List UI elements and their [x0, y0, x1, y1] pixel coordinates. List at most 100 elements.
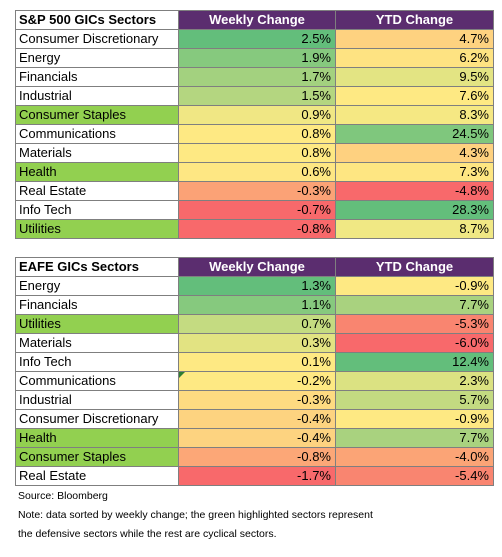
ytd-change-cell: 12.4% [335, 352, 494, 372]
ytd-change-cell: 7.7% [335, 428, 494, 448]
header-ytd-change: YTD Change [335, 10, 494, 30]
ytd-change-cell: -4.8% [335, 181, 494, 201]
table-row: Consumer Discretionary 2.5% 4.7% [15, 29, 494, 49]
weekly-change-cell: -1.7% [178, 466, 336, 486]
ytd-change-cell: -5.4% [335, 466, 494, 486]
sector-name: Utilities [15, 219, 179, 239]
ytd-change-cell: 8.7% [335, 219, 494, 239]
sector-name: Financials [15, 67, 179, 87]
table-row: Materials 0.8% 4.3% [15, 143, 494, 163]
sector-name: Materials [15, 143, 179, 163]
note-line-1: Note: data sorted by weekly change; the … [18, 509, 373, 521]
header-weekly-change: Weekly Change [178, 10, 336, 30]
sector-name: Industrial [15, 390, 179, 410]
source-note: Source: Bloomberg [18, 490, 108, 502]
weekly-change-cell: 1.1% [178, 295, 336, 315]
weekly-change-cell: 0.6% [178, 162, 336, 182]
table-row: Real Estate -1.7% -5.4% [15, 466, 494, 486]
ytd-change-cell: -0.9% [335, 409, 494, 429]
header-row: S&P 500 GICs Sectors Weekly Change YTD C… [15, 10, 494, 30]
sector-name: Real Estate [15, 181, 179, 201]
notes: Source: Bloomberg Note: data sorted by w… [18, 487, 488, 544]
ytd-change-cell: -6.0% [335, 333, 494, 353]
weekly-change-cell: 1.9% [178, 48, 336, 68]
table-row: Info Tech -0.7% 28.3% [15, 200, 494, 220]
ytd-change-cell: -0.9% [335, 276, 494, 296]
table-row: Energy 1.3% -0.9% [15, 276, 494, 296]
weekly-change-cell: -0.2% [178, 371, 336, 391]
table-row: Utilities -0.8% 8.7% [15, 219, 494, 239]
ytd-change-cell: 24.5% [335, 124, 494, 144]
weekly-change-cell: -0.3% [178, 390, 336, 410]
ytd-change-cell: 4.3% [335, 143, 494, 163]
sector-name: Communications [15, 124, 179, 144]
table-row: Financials 1.1% 7.7% [15, 295, 494, 315]
sector-name: Financials [15, 295, 179, 315]
header-weekly-change: Weekly Change [178, 257, 336, 277]
weekly-change-cell: -0.8% [178, 447, 336, 467]
sector-name: Consumer Discretionary [15, 409, 179, 429]
weekly-change-cell: -0.8% [178, 219, 336, 239]
weekly-change-cell: 1.7% [178, 67, 336, 87]
weekly-change-cell: -0.7% [178, 200, 336, 220]
sector-name: Industrial [15, 86, 179, 106]
comment-indicator-icon [179, 372, 185, 378]
weekly-change-cell: -0.4% [178, 409, 336, 429]
weekly-change-cell: 0.7% [178, 314, 336, 334]
ytd-change-cell: 6.2% [335, 48, 494, 68]
sector-name: Health [15, 428, 179, 448]
ytd-change-cell: 4.7% [335, 29, 494, 49]
eafe-sectors-table: EAFE GICs Sectors Weekly Change YTD Chan… [15, 257, 494, 486]
note-line-2: the defensive sectors while the rest are… [18, 528, 277, 540]
table-row: Health 0.6% 7.3% [15, 162, 494, 182]
sector-name: Energy [15, 276, 179, 296]
sector-name: Communications [15, 371, 179, 391]
sp500-sectors-table: S&P 500 GICs Sectors Weekly Change YTD C… [15, 10, 494, 239]
header-sector: EAFE GICs Sectors [15, 257, 179, 277]
ytd-change-cell: 5.7% [335, 390, 494, 410]
header-row: EAFE GICs Sectors Weekly Change YTD Chan… [15, 257, 494, 277]
weekly-change-cell: -0.3% [178, 181, 336, 201]
table-row: Communications -0.2% 2.3% [15, 371, 494, 391]
weekly-change-cell: -0.4% [178, 428, 336, 448]
weekly-change-cell: 0.1% [178, 352, 336, 372]
weekly-change-cell: 0.8% [178, 124, 336, 144]
table-row: Real Estate -0.3% -4.8% [15, 181, 494, 201]
table-row: Energy 1.9% 6.2% [15, 48, 494, 68]
table-row: Utilities 0.7% -5.3% [15, 314, 494, 334]
table-row: Health -0.4% 7.7% [15, 428, 494, 448]
weekly-change-cell: 0.8% [178, 143, 336, 163]
table-row: Info Tech 0.1% 12.4% [15, 352, 494, 372]
weekly-change-cell: 1.5% [178, 86, 336, 106]
table-row: Financials 1.7% 9.5% [15, 67, 494, 87]
table-row: Consumer Discretionary -0.4% -0.9% [15, 409, 494, 429]
sector-name: Consumer Staples [15, 105, 179, 125]
sector-name: Info Tech [15, 352, 179, 372]
sector-name: Info Tech [15, 200, 179, 220]
table-row: Communications 0.8% 24.5% [15, 124, 494, 144]
header-ytd-change: YTD Change [335, 257, 494, 277]
table-row: Consumer Staples -0.8% -4.0% [15, 447, 494, 467]
ytd-change-cell: -5.3% [335, 314, 494, 334]
table-row: Consumer Staples 0.9% 8.3% [15, 105, 494, 125]
table-row: Industrial 1.5% 7.6% [15, 86, 494, 106]
sector-name: Consumer Staples [15, 447, 179, 467]
ytd-change-cell: -4.0% [335, 447, 494, 467]
sector-name: Real Estate [15, 466, 179, 486]
table-row: Materials 0.3% -6.0% [15, 333, 494, 353]
table-row: Industrial -0.3% 5.7% [15, 390, 494, 410]
sector-name: Materials [15, 333, 179, 353]
ytd-change-cell: 2.3% [335, 371, 494, 391]
ytd-change-cell: 9.5% [335, 67, 494, 87]
ytd-change-cell: 28.3% [335, 200, 494, 220]
weekly-change-cell: 0.3% [178, 333, 336, 353]
header-sector: S&P 500 GICs Sectors [15, 10, 179, 30]
weekly-change-cell: 1.3% [178, 276, 336, 296]
sector-name: Health [15, 162, 179, 182]
ytd-change-cell: 7.6% [335, 86, 494, 106]
sector-name: Consumer Discretionary [15, 29, 179, 49]
weekly-change-cell: 0.9% [178, 105, 336, 125]
sector-name: Utilities [15, 314, 179, 334]
ytd-change-cell: 8.3% [335, 105, 494, 125]
sector-name: Energy [15, 48, 179, 68]
